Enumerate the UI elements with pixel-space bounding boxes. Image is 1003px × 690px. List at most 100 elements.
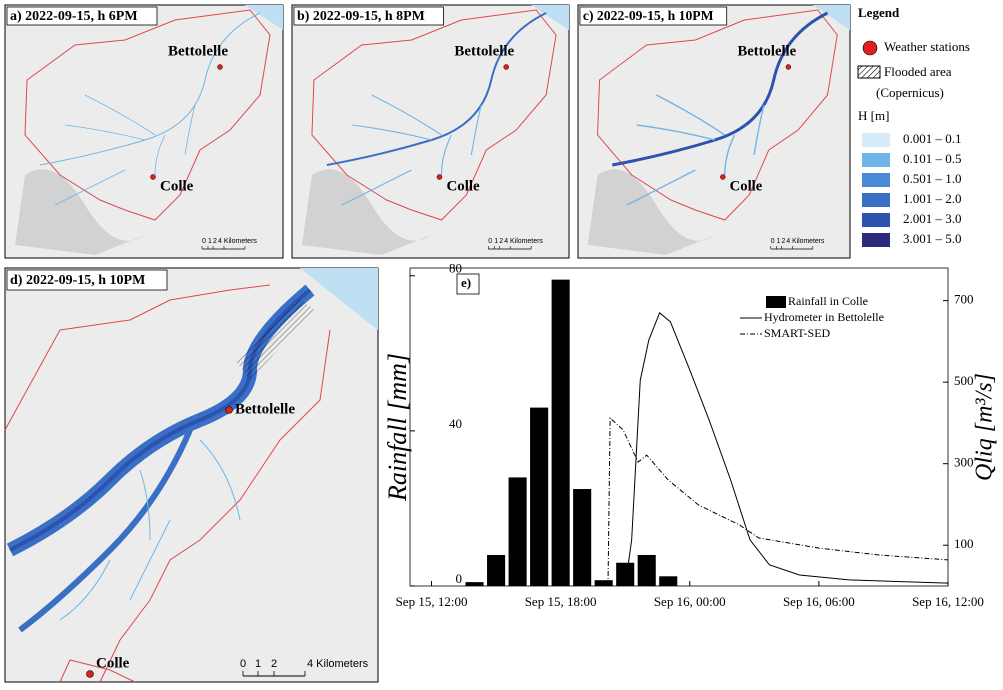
station-marker <box>86 670 94 678</box>
tributary <box>655 94 726 136</box>
legend-swatch <box>862 153 890 167</box>
y2-tick-label: 100 <box>954 536 974 551</box>
tributary <box>351 124 432 141</box>
relief <box>15 169 145 255</box>
legend-label: H [m] <box>858 108 889 123</box>
line-series <box>607 416 949 587</box>
legend-swatch <box>766 296 786 308</box>
legend-label: (Copernicus) <box>876 85 944 100</box>
plot-frame <box>409 267 949 587</box>
bar <box>637 554 656 586</box>
legend-station <box>862 40 878 56</box>
map-panel: d) 2022-09-15, h 10PM Bettolelle Colle 0 1 2 4… <box>4 267 379 683</box>
relief <box>587 169 715 255</box>
legend-label: 3.001 – 5.0 <box>903 231 962 246</box>
basin-boundary <box>99 329 331 683</box>
scale-label: 4 Kilometers <box>786 238 825 245</box>
scale-label: 0 <box>488 238 492 245</box>
tributary <box>129 519 171 601</box>
station-marker <box>225 406 233 414</box>
tributary <box>470 104 482 156</box>
bar <box>594 580 613 586</box>
basin-boundary <box>59 659 136 683</box>
relief <box>301 169 432 255</box>
tributary <box>724 134 736 176</box>
line-series <box>624 312 949 587</box>
legend-swatch <box>862 133 890 147</box>
scale-label: 2 <box>271 658 277 670</box>
legend-label: Rainfall in Colle <box>788 294 868 308</box>
legend-label: 0.501 – 1.0 <box>903 171 962 186</box>
tributary <box>636 124 716 141</box>
bar <box>487 554 506 586</box>
station-label: Colle <box>730 178 763 194</box>
river <box>611 11 829 167</box>
y2-tick-label: 500 <box>954 373 974 388</box>
legend-label: 0.001 – 0.1 <box>903 131 962 146</box>
bar <box>551 279 570 586</box>
scale-label: 0 <box>202 238 206 245</box>
legend-label: Weather stations <box>884 39 970 54</box>
legend-swatch <box>862 193 890 207</box>
x-tick-label: Sep 16, 06:00 <box>783 594 855 609</box>
basin-boundary <box>311 9 557 221</box>
tributary <box>199 439 241 521</box>
scale-label: 0 <box>240 658 246 670</box>
map-panel: a) 2022-09-15, h 6PM Bettolelle Colle 0 1 2 4 … <box>4 4 284 259</box>
map-panel: b) 2022-09-15, h 8PM Bettolelle Colle 0 1 2 4 … <box>291 4 570 259</box>
x-tick-label: Sep 16, 00:00 <box>654 594 726 609</box>
station-label: Colle <box>96 655 130 671</box>
chart-e: Sep 15, 12:00 Sep 15, 18:00 Sep 16, 00:00 S… <box>383 261 998 609</box>
tributary <box>154 134 166 176</box>
sea <box>531 5 569 30</box>
map-title: a) 2022-09-15, h 6PM <box>10 9 138 24</box>
station-marker <box>720 174 726 180</box>
tributary <box>626 169 696 206</box>
river <box>39 12 261 166</box>
scale-label: 1 <box>255 658 261 670</box>
y2-tick-label: 300 <box>954 455 974 470</box>
scale-label: 1 <box>494 238 498 245</box>
map-title: d) 2022-09-15, h 10PM <box>10 273 145 288</box>
map-title: b) 2022-09-15, h 8PM <box>297 9 425 24</box>
station-marker <box>785 64 792 70</box>
y-tick-label: 40 <box>449 416 462 431</box>
legend-label: Hydrometer in Bettolelle <box>764 310 884 324</box>
legend-label: SMART-SED <box>764 326 831 340</box>
bar <box>616 562 635 586</box>
scale-label: 4 Kilometers <box>218 238 257 245</box>
legend-swatch <box>862 173 890 187</box>
station-label: Bettolelle <box>737 43 796 59</box>
scale-label: 1 <box>777 238 781 245</box>
tributary <box>64 124 146 141</box>
legend-label: Flooded area <box>884 64 952 79</box>
title-box <box>6 6 158 26</box>
tributary <box>54 169 126 206</box>
scale-label: 2 <box>499 238 503 245</box>
scale-label: 4 Kilometers <box>504 238 543 245</box>
scale-label: 4 Kilometers <box>307 658 369 670</box>
bar <box>530 407 549 586</box>
bar <box>465 582 484 586</box>
legend-hatch <box>857 65 881 79</box>
y-axis-title: Rainfall [mm] <box>383 353 412 502</box>
bar <box>659 576 678 586</box>
basin-boundary <box>597 9 838 221</box>
station-marker <box>217 64 223 70</box>
tributary <box>341 169 412 206</box>
legend-label: 1.001 – 2.0 <box>903 191 962 206</box>
map-panel: c) 2022-09-15, h 10PM Bettolelle Colle 0 1 2 4… <box>577 4 851 259</box>
x-tick-label: Sep 16, 12:00 <box>912 594 984 609</box>
tributary <box>184 104 196 156</box>
bar <box>508 477 527 586</box>
y-tick-label: 0 <box>456 571 463 586</box>
station-marker <box>436 174 443 180</box>
y-tick-label: 80 <box>449 261 462 276</box>
scale-label: 2 <box>782 238 786 245</box>
x-tick-label: Sep 15, 18:00 <box>525 594 597 609</box>
tributary <box>139 469 151 541</box>
river <box>326 12 547 166</box>
scale-label: 1 <box>208 238 212 245</box>
